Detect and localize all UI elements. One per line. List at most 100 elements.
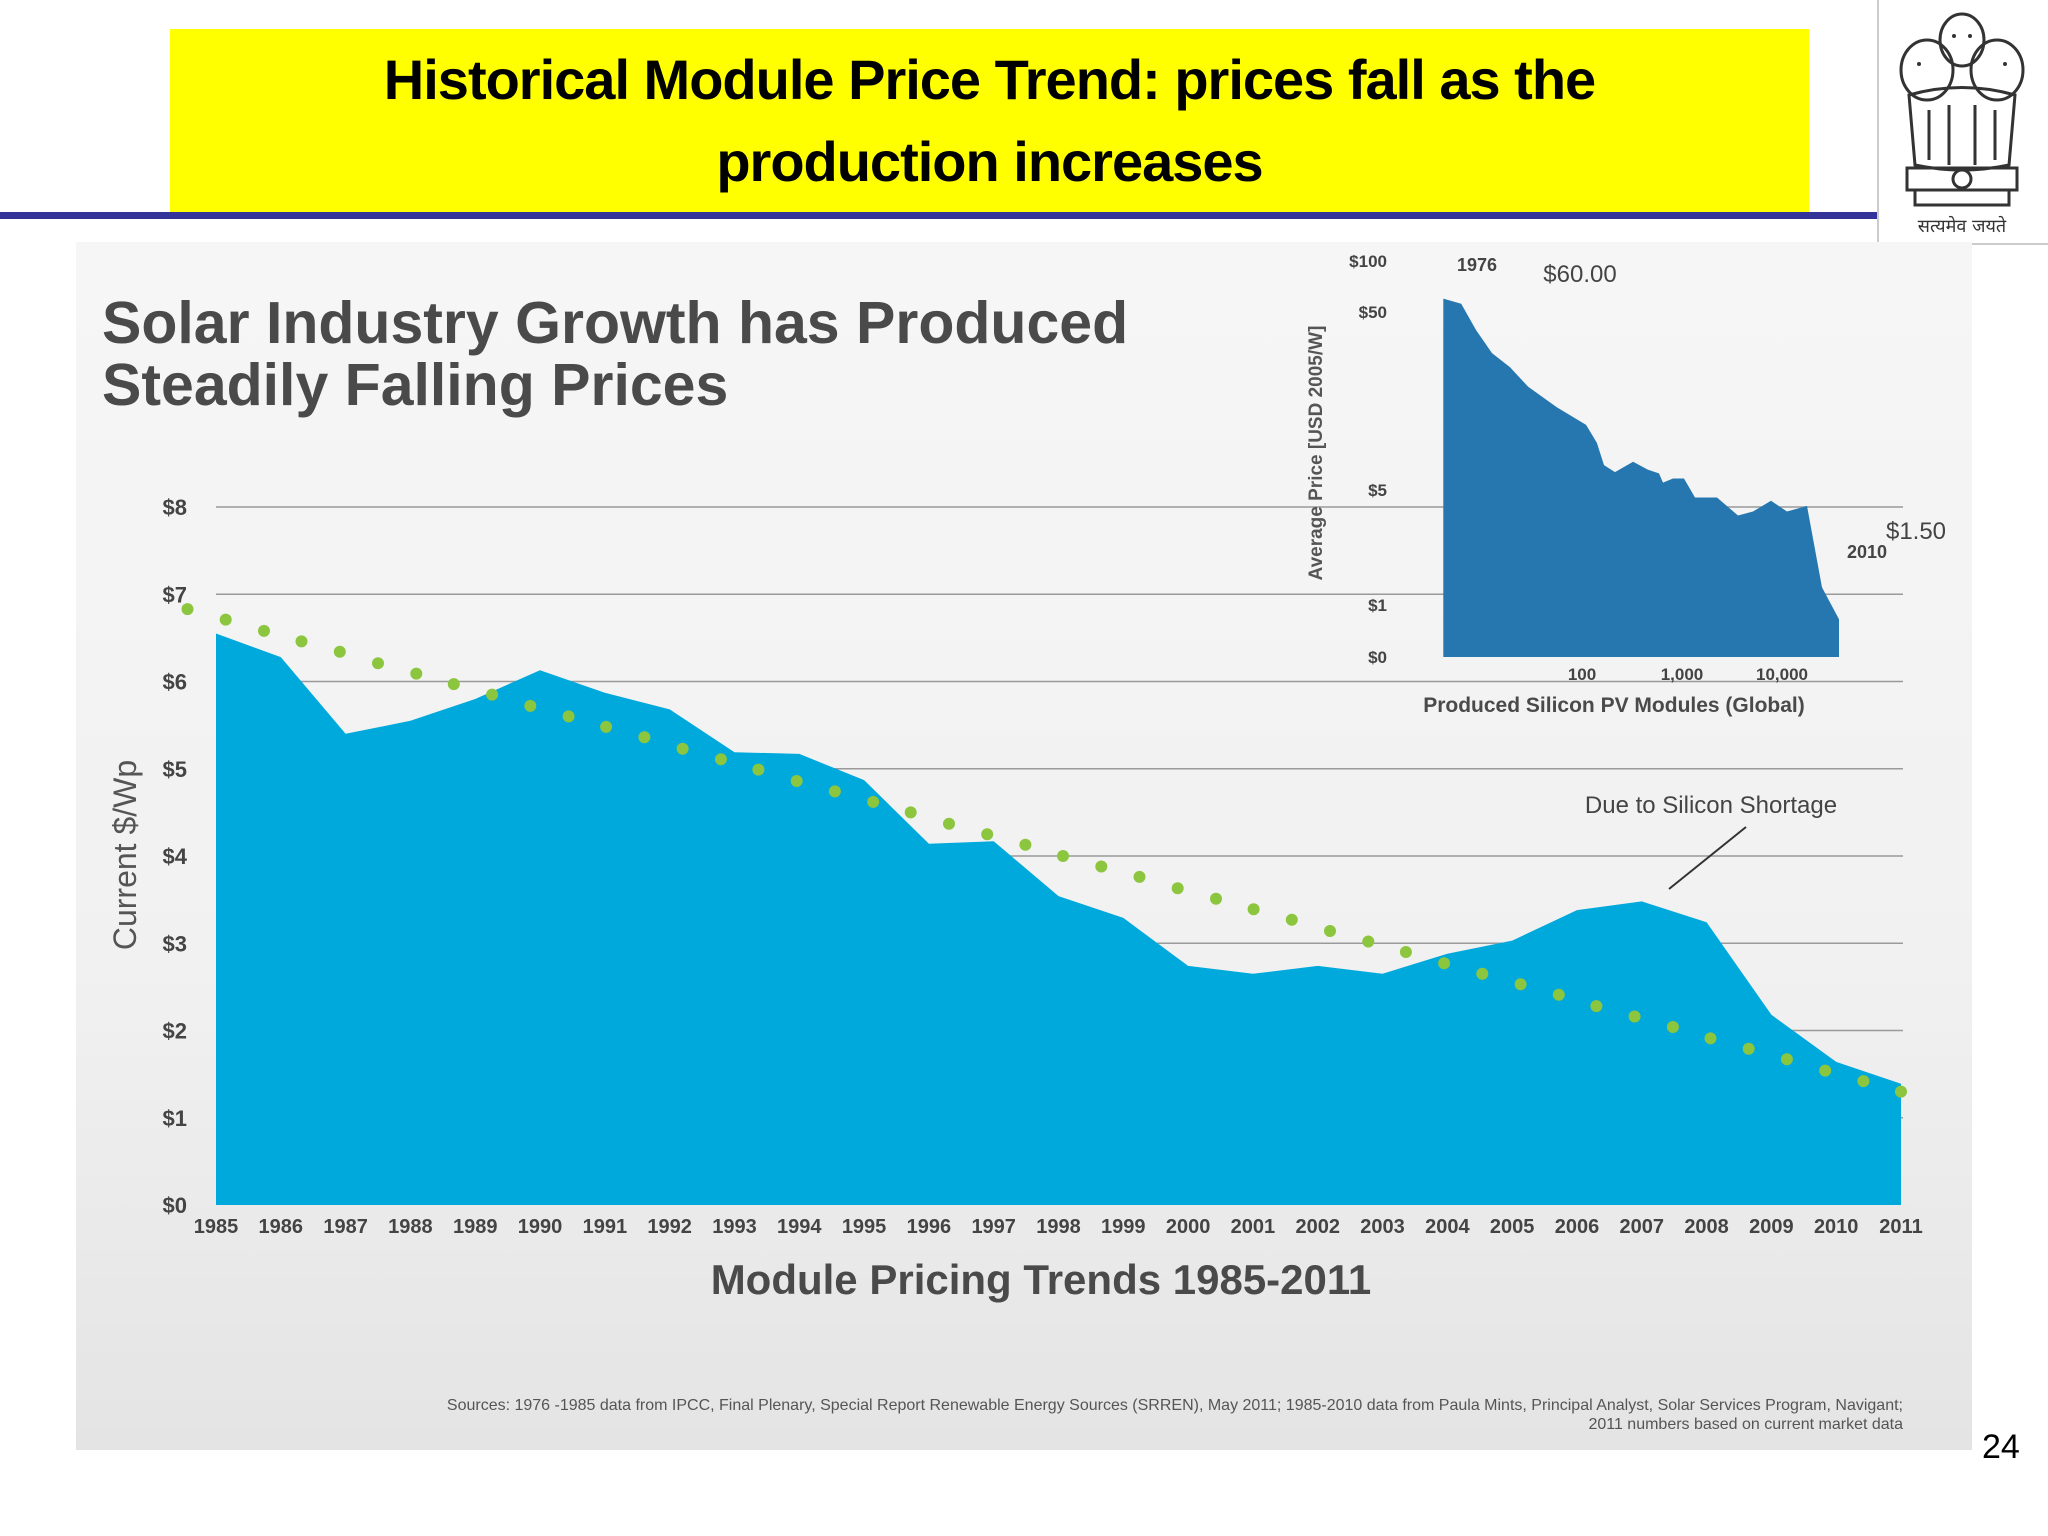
y-tick-label: $1 (163, 1106, 187, 1131)
trend-dots (181, 603, 1907, 1098)
x-tick-label: 1996 (907, 1216, 952, 1238)
main-price-area (216, 633, 1901, 1205)
inset-x-tick-label: 100 (1568, 665, 1596, 684)
trend-dot (410, 667, 423, 680)
x-tick-label: 2006 (1555, 1216, 1600, 1238)
title-divider (0, 212, 1877, 219)
x-tick-label: 1998 (1036, 1216, 1081, 1238)
trend-dot (1019, 838, 1032, 851)
x-tick-label: 2007 (1620, 1216, 1665, 1238)
trend-dot (295, 635, 308, 648)
trend-dot (1057, 850, 1069, 862)
x-tick-label: 2002 (1295, 1216, 1340, 1238)
sources-note: Sources: 1976 -1985 data from IPCC, Fina… (447, 1396, 1903, 1434)
slide-title-line2: production increases (716, 129, 1263, 193)
trend-dot (1552, 988, 1565, 1001)
annotation-silicon-shortage: Due to Silicon Shortage (1585, 792, 1837, 819)
inset-price-area (1443, 298, 1839, 657)
x-tick-label: 1989 (453, 1216, 498, 1238)
trend-dot (943, 817, 955, 830)
trend-dot (447, 678, 460, 691)
x-tick-label: 1995 (842, 1216, 887, 1238)
y-tick-label: $3 (163, 931, 187, 956)
trend-dot (1628, 1010, 1641, 1023)
trend-dot (714, 753, 727, 766)
inset-y-tick-labels: $100 $50 $5 $1 $0 (1349, 252, 1387, 667)
trend-dot (1895, 1085, 1907, 1098)
inset-y-tick-label: $5 (1368, 481, 1387, 500)
annotation-leader-line (1668, 826, 1747, 890)
trend-dot (600, 720, 613, 733)
x-tick-label: 1987 (323, 1216, 368, 1238)
trend-dot (1514, 978, 1527, 991)
trend-dot (1476, 967, 1489, 980)
trend-dot (1780, 1053, 1793, 1066)
slide-title-line1: Historical Module Price Trend: prices fa… (383, 47, 1596, 111)
chart-title-line1: Solar Industry Growth has Produced (102, 290, 1129, 356)
trend-dot (258, 624, 270, 637)
trend-dot (828, 785, 841, 798)
inset-y-axis-label: Average Price [USD 2005/W] (1306, 326, 1327, 581)
trend-dot (1399, 946, 1412, 958)
y-tick-label: $0 (163, 1193, 187, 1218)
trend-dot (372, 657, 384, 670)
inset-x-tick-labels: 100 1,000 10,000 (1568, 665, 1808, 684)
y-tick-label: $4 (163, 844, 188, 869)
x-tick-label: 1985 (194, 1216, 239, 1238)
main-y-axis-label: Current $/Wp (107, 760, 143, 950)
trend-dot (562, 710, 575, 723)
trend-dot (1362, 935, 1375, 948)
y-tick-label: $2 (163, 1019, 187, 1044)
trend-dot (676, 742, 689, 755)
x-tick-label: 2011 (1879, 1216, 1922, 1238)
trend-dot (1819, 1064, 1832, 1077)
x-tick-label: 1993 (712, 1216, 757, 1238)
x-tick-label: 2004 (1425, 1216, 1470, 1238)
trend-dot (904, 806, 917, 819)
trend-dot (1171, 882, 1184, 895)
main-x-tick-labels: 1985 1986 1987 1988 1989 1990 1991 1992 1993 1994… (194, 1216, 1923, 1238)
x-tick-label: 2009 (1749, 1216, 1794, 1238)
trend-dot (638, 731, 651, 744)
inset-start-year: 1976 (1457, 255, 1497, 275)
trend-dot (867, 795, 880, 808)
trend-dot (524, 699, 537, 712)
x-tick-label: 2003 (1360, 1216, 1405, 1238)
x-tick-label: 2010 (1814, 1216, 1859, 1238)
trend-dot (981, 828, 994, 841)
x-tick-label: 1999 (1101, 1216, 1146, 1238)
trend-dot (1133, 870, 1146, 883)
trend-dot (1666, 1021, 1679, 1033)
x-tick-label: 1997 (971, 1216, 1016, 1238)
x-tick-label: 2000 (1166, 1216, 1211, 1238)
x-tick-label: 2001 (1231, 1216, 1276, 1238)
y-tick-label: $8 (163, 495, 187, 520)
inset-start-price: $60.00 (1543, 261, 1616, 288)
trend-dot (486, 688, 499, 701)
main-chart-caption: Module Pricing Trends 1985-2011 (711, 1256, 1372, 1303)
inset-end-year: 2010 (1847, 542, 1887, 562)
trend-dot (1210, 892, 1222, 905)
trend-dot (1247, 903, 1260, 916)
main-y-tick-labels: $0 $1 $2 $3 $4 $5 $6 $7 $8 (163, 495, 188, 1218)
trend-dot (181, 603, 194, 616)
inset-x-tick-label: 10,000 (1756, 665, 1808, 684)
y-tick-label: $7 (163, 582, 187, 607)
trend-dot (1857, 1075, 1870, 1088)
lion-capital-icon: सत्यमेव जयते (1899, 12, 2025, 237)
x-tick-label: 1986 (259, 1216, 304, 1238)
slide-title-banner: Historical Module Price Trend: prices fa… (170, 29, 1809, 212)
trend-dot (1438, 957, 1451, 970)
inset-y-tick-label: $50 (1359, 303, 1387, 322)
emblem-motto: सत्यमेव जयते (1918, 215, 2007, 237)
trend-dot (1324, 925, 1336, 937)
trend-dot (1704, 1032, 1717, 1045)
x-tick-label: 1992 (647, 1216, 692, 1238)
trend-dot (752, 763, 765, 776)
trend-dot (1590, 1000, 1603, 1013)
sources-line1: Sources: 1976 -1985 data from IPCC, Fina… (446, 1397, 1903, 1414)
x-tick-label: 2005 (1490, 1216, 1535, 1238)
inset-y-tick-label: $0 (1368, 648, 1387, 667)
x-tick-label: 1988 (388, 1216, 433, 1238)
